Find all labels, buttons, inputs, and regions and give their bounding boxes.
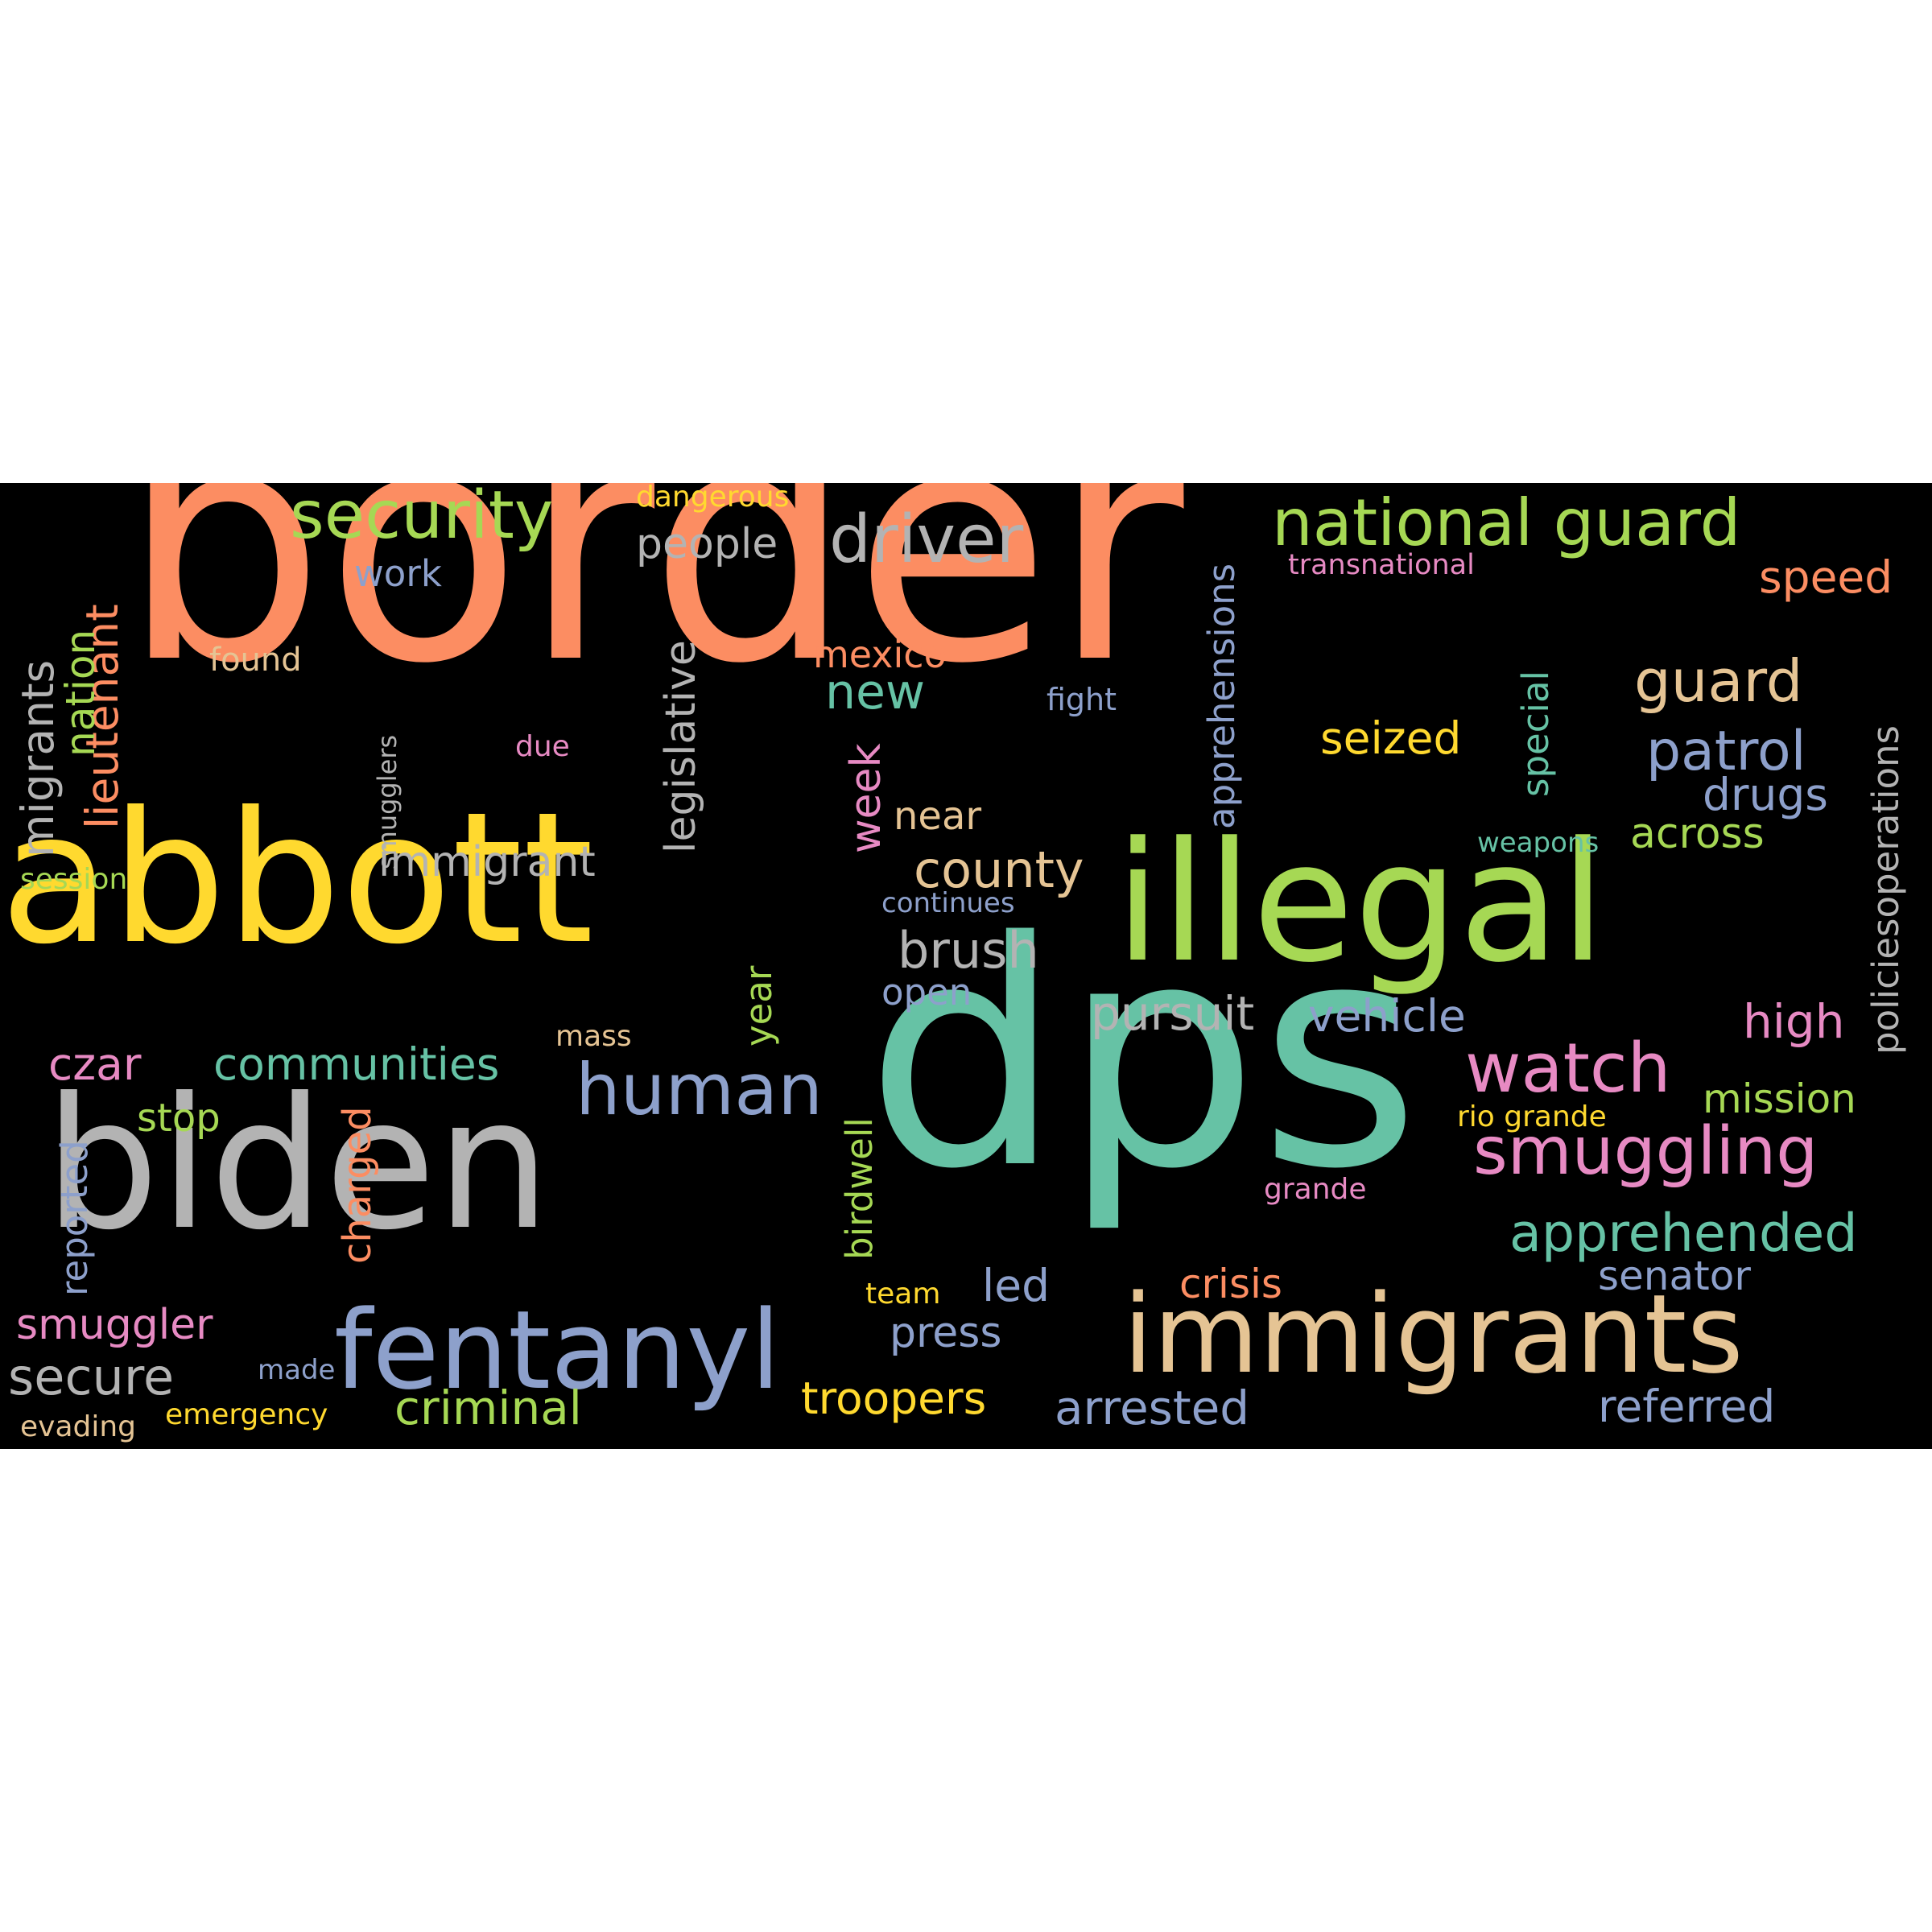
word-communities: communities bbox=[213, 1038, 500, 1090]
word-nation: nation bbox=[57, 629, 104, 757]
word-biden: biden bbox=[44, 1059, 551, 1270]
word-county: county bbox=[914, 840, 1084, 899]
word-due: due bbox=[515, 730, 570, 763]
word-apprehensions: apprehensions bbox=[1200, 563, 1243, 829]
word-apprehended: apprehended bbox=[1509, 1203, 1858, 1264]
word-made: made bbox=[258, 1354, 336, 1386]
word-found: found bbox=[209, 642, 302, 679]
word-new: new bbox=[825, 664, 926, 720]
word-crisis: crisis bbox=[1179, 1261, 1282, 1307]
word-criminal: criminal bbox=[394, 1381, 582, 1435]
word-special: special bbox=[1514, 670, 1557, 797]
word-patrol: patrol bbox=[1646, 720, 1806, 783]
word-continues: continues bbox=[881, 887, 1015, 919]
word-transnational: transnational bbox=[1288, 549, 1475, 581]
word-guard: guard bbox=[1634, 647, 1803, 715]
word-work: work bbox=[354, 552, 442, 595]
word-fight: fight bbox=[1046, 682, 1117, 717]
word-mass: mass bbox=[555, 1020, 632, 1053]
word-across: across bbox=[1630, 810, 1765, 858]
word-evading: evading bbox=[20, 1410, 137, 1443]
word-illegal: illegal bbox=[1115, 807, 1606, 999]
word-high: high bbox=[1743, 994, 1845, 1049]
word-vehicle: vehicle bbox=[1308, 990, 1466, 1042]
word-emergency: emergency bbox=[165, 1398, 328, 1431]
word-border: border bbox=[121, 483, 1184, 734]
word-reported: reported bbox=[53, 1140, 96, 1296]
word-czar: czar bbox=[48, 1038, 142, 1090]
word-fentanyl: fentanyl bbox=[334, 1287, 781, 1414]
word-driver: driver bbox=[829, 502, 1024, 578]
word-open: open bbox=[881, 971, 972, 1013]
word-year: year bbox=[737, 965, 780, 1046]
word-rio-grande: rio grande bbox=[1457, 1100, 1607, 1133]
word-grande: grande bbox=[1264, 1173, 1367, 1206]
word-national-guard: national guard bbox=[1272, 485, 1741, 560]
word-charged: charged bbox=[335, 1106, 380, 1264]
word-session: session bbox=[20, 863, 128, 896]
word-secure: secure bbox=[8, 1348, 175, 1406]
word-immigrants: immigrants bbox=[1123, 1271, 1744, 1397]
word-referred: referred bbox=[1598, 1381, 1776, 1432]
word-human: human bbox=[576, 1048, 823, 1131]
word-weapons: weapons bbox=[1477, 827, 1600, 859]
word-policiesoperations: policiesoperations bbox=[1864, 725, 1907, 1055]
word-dps: dps bbox=[865, 876, 1421, 1236]
word-mission: mission bbox=[1703, 1075, 1856, 1122]
word-senator: senator bbox=[1598, 1253, 1751, 1299]
word-troopers: troopers bbox=[801, 1373, 987, 1424]
word-smuggling: smuggling bbox=[1473, 1113, 1818, 1190]
word-people: people bbox=[636, 520, 778, 568]
word-dangerous: dangerous bbox=[636, 483, 790, 514]
word-led: led bbox=[982, 1260, 1051, 1311]
word-brush: brush bbox=[898, 921, 1039, 980]
word-abbott: abbott bbox=[0, 774, 594, 985]
word-near: near bbox=[894, 794, 982, 839]
word-seized: seized bbox=[1320, 712, 1462, 764]
word-speed: speed bbox=[1759, 551, 1893, 603]
word-drugs: drugs bbox=[1703, 769, 1828, 820]
word-mexico: mexico bbox=[813, 633, 947, 676]
word-press: press bbox=[890, 1309, 1002, 1357]
word-cloud: border abbott dps biden illegal immigran… bbox=[0, 483, 1932, 1449]
word-security: security bbox=[290, 483, 554, 554]
word-migrants: migrants bbox=[12, 659, 64, 857]
word-arrested: arrested bbox=[1055, 1381, 1250, 1435]
word-stop: stop bbox=[137, 1096, 221, 1141]
word-watch: watch bbox=[1465, 1029, 1671, 1108]
word-smuggler: smuggler bbox=[16, 1301, 213, 1349]
word-legislative: legislative bbox=[657, 640, 705, 853]
word-immigrant: immigrant bbox=[378, 838, 596, 886]
word-pursuit: pursuit bbox=[1091, 986, 1255, 1041]
word-birdwell: birdwell bbox=[838, 1117, 881, 1260]
word-week: week bbox=[842, 743, 890, 853]
word-team: team bbox=[865, 1278, 941, 1311]
